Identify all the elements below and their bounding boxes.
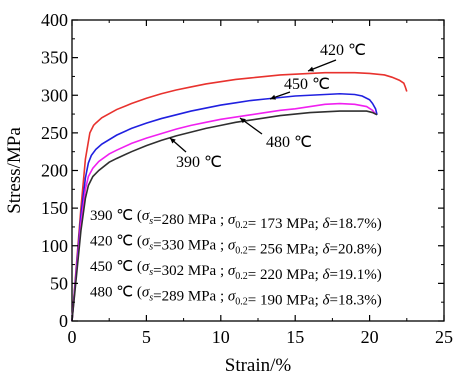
y-tick-label: 200 bbox=[41, 161, 68, 181]
y-axis-label: Stress/MPa bbox=[4, 127, 25, 214]
annotation-450: 450 ℃ (σs=302 MPa ; σ0.2= 220 MPa; δ=19.… bbox=[90, 259, 382, 283]
arrow-head-icon bbox=[270, 95, 276, 100]
x-tick-label: 25 bbox=[435, 327, 453, 347]
y-tick-label: 350 bbox=[41, 48, 68, 68]
y-tick-label: 250 bbox=[41, 123, 68, 143]
property-annotations: 390 ℃ (σs=280 MPa ; σ0.2= 173 MPa; δ=18.… bbox=[90, 208, 382, 309]
curve-label-450: 450 ℃ bbox=[284, 76, 330, 93]
y-tick-label: 300 bbox=[41, 85, 68, 105]
y-tick-label: 50 bbox=[50, 273, 68, 293]
curve-label-390: 390 ℃ bbox=[176, 154, 222, 171]
x-tick-label: 0 bbox=[68, 327, 77, 347]
x-axis-label: Strain/% bbox=[225, 355, 292, 376]
annotation-390: 390 ℃ (σs=280 MPa ; σ0.2= 173 MPa; δ=18.… bbox=[90, 208, 382, 232]
curve-label-480: 480 ℃ bbox=[266, 134, 312, 151]
x-tick-label: 10 bbox=[212, 327, 230, 347]
annotation-420: 420 ℃ (σs=330 MPa ; σ0.2= 256 MPa; δ=20.… bbox=[90, 234, 382, 258]
annotation-480: 480 ℃ (σs=289 MPa ; σ0.2= 190 MPa; δ=18.… bbox=[90, 285, 382, 309]
y-tick-label: 100 bbox=[41, 236, 68, 256]
x-tick-label: 20 bbox=[361, 327, 379, 347]
curve-labels: 420 ℃ 450 ℃ 480 ℃ 390 ℃ bbox=[170, 42, 366, 171]
y-tick-label: 400 bbox=[41, 10, 68, 30]
x-tick-label: 15 bbox=[286, 327, 304, 347]
y-tick-label: 0 bbox=[59, 311, 68, 331]
curve-label-420: 420 ℃ bbox=[320, 42, 366, 59]
x-tick-label: 5 bbox=[142, 327, 151, 347]
y-tick-label: 150 bbox=[41, 198, 68, 218]
